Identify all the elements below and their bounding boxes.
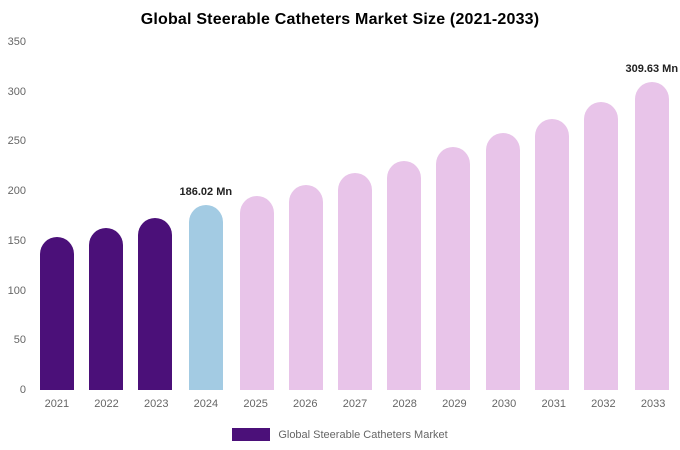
y-tick-label: 100 (7, 284, 26, 297)
bar-column (32, 42, 81, 390)
bar (39, 236, 74, 390)
bar-value-label: 309.63 Mn (625, 63, 679, 76)
y-tick-label: 0 (19, 384, 26, 396)
bar (188, 205, 223, 390)
bar (288, 185, 323, 390)
bar-column (81, 42, 130, 390)
x-tick-label: 2026 (293, 398, 318, 410)
x-axis: 2021 2022 2023 2024 2025 2026 2027 2028 2029 2030… (32, 398, 678, 410)
bar (485, 133, 520, 390)
plot-area: 186.02 Mn 309.63 Mn (32, 42, 678, 390)
x-tick-label: 2024 (193, 398, 219, 410)
bar (239, 196, 274, 390)
bar-column (478, 42, 527, 390)
bar-column (429, 42, 478, 390)
bar-column: 309.63 Mn (625, 42, 678, 390)
y-tick-label: 250 (7, 135, 26, 148)
x-tick-label: 2022 (94, 398, 119, 410)
y-tick-label: 300 (7, 85, 26, 98)
legend-swatch-icon (232, 428, 271, 441)
y-tick-label: 50 (13, 334, 26, 347)
x-tick-label: 2025 (243, 398, 268, 410)
x-tick-label: 2032 (591, 398, 616, 410)
bar-column (576, 42, 625, 390)
bar-column: 186.02 Mn (179, 42, 233, 390)
x-tick-label: 2029 (442, 398, 467, 410)
x-tick-label: 2021 (44, 398, 70, 410)
bar-column (281, 42, 330, 390)
bar-column (232, 42, 281, 390)
bar (137, 218, 172, 390)
y-axis: 0 50 100 150 200 250 300 350 (0, 36, 32, 396)
y-tick-label: 200 (7, 185, 26, 198)
bar (387, 161, 422, 390)
bar-column (330, 42, 379, 390)
bar-column (130, 42, 179, 390)
chart-body: 0 50 100 150 200 250 300 350 186.02 Mn 309.63 Mn (0, 36, 678, 396)
x-tick-label: 2033 (640, 398, 666, 410)
bar-value-label: 186.02 Mn (179, 186, 233, 199)
bar-column (527, 42, 576, 390)
bar (634, 82, 669, 390)
bar (534, 118, 569, 390)
chart-title: Global Steerable Catheters Market Size (… (140, 11, 540, 28)
x-tick-label: 2027 (342, 398, 368, 410)
legend: Global Steerable Catheters Market (0, 428, 680, 441)
bar-column (380, 42, 429, 390)
x-tick-label: 2028 (392, 398, 417, 410)
bar (436, 147, 471, 390)
bar (88, 227, 123, 390)
legend-label: Global Steerable Catheters Market (278, 428, 448, 441)
bar (338, 173, 373, 390)
x-tick-label: 2030 (491, 398, 517, 410)
x-tick-label: 2023 (143, 398, 169, 410)
y-tick-label: 350 (7, 36, 26, 48)
y-tick-label: 150 (7, 234, 26, 247)
bar (583, 101, 618, 390)
x-tick-label: 2031 (541, 398, 566, 410)
